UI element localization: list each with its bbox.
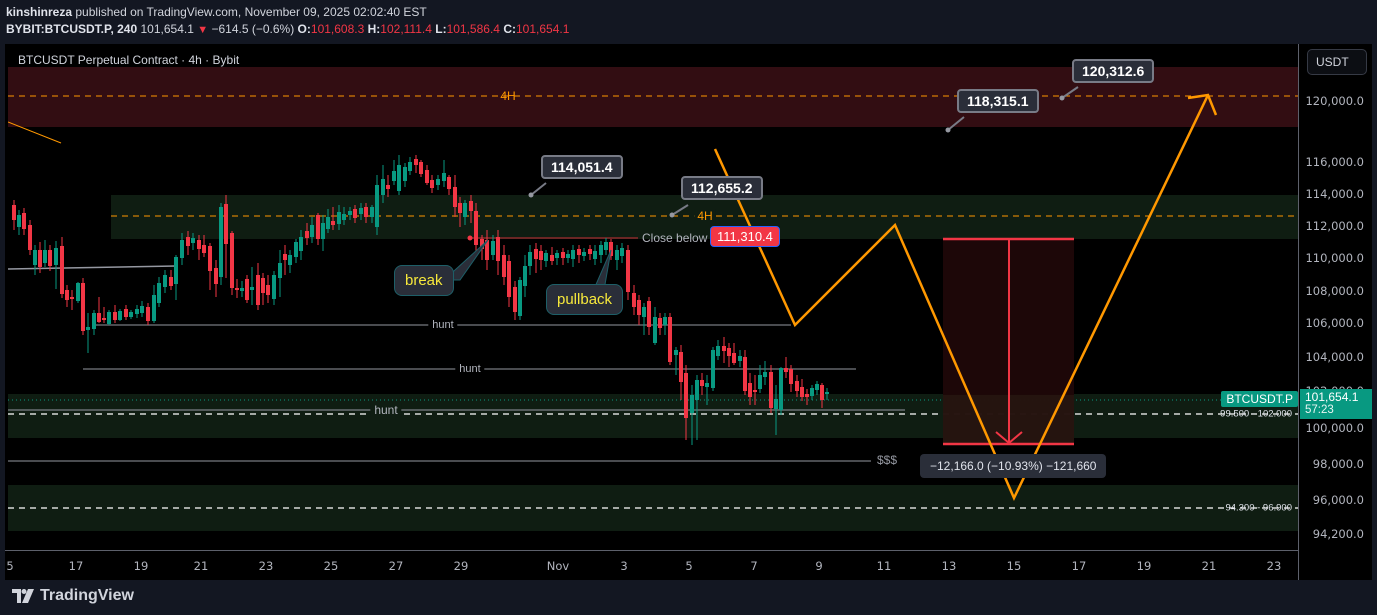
price-tick: 116,000.0 bbox=[1305, 155, 1364, 169]
publish-text: published on TradingView.com, November 0… bbox=[75, 5, 427, 19]
high-label: H: bbox=[367, 22, 381, 36]
zone-label-94300-96900: 94.300 - 96.900 bbox=[1225, 502, 1292, 514]
chart-title: BTCUSDT Perpetual Contract · 4h · Bybit bbox=[18, 53, 240, 67]
price-callout-112655[interactable]: 112,655.2 bbox=[681, 176, 763, 200]
date-tick: 11 bbox=[876, 559, 892, 573]
price-tick: 98,000.0 bbox=[1312, 457, 1364, 471]
last-price: 101,654.1 bbox=[140, 22, 194, 36]
currency-button[interactable]: USDT bbox=[1307, 49, 1367, 75]
low-value: 101,586.4 bbox=[446, 22, 500, 36]
chart-plot-area[interactable]: BTCUSDT Perpetual Contract · 4h · Bybit bbox=[8, 45, 1298, 550]
price-tick: 108,000.0 bbox=[1305, 284, 1364, 298]
brand-name: TradingView bbox=[40, 587, 134, 604]
zone-94300-96900 bbox=[8, 485, 1298, 531]
candlesticks bbox=[12, 155, 829, 445]
date-tick: 17 bbox=[68, 559, 84, 573]
tradingview-logo[interactable]: TradingView bbox=[12, 587, 134, 605]
date-tick: 15 bbox=[1006, 559, 1022, 573]
price-callout-120312[interactable]: 120,312.6 bbox=[1072, 59, 1155, 83]
date-tick: 23 bbox=[258, 559, 274, 573]
price-callout-114051[interactable]: 114,051.4 bbox=[541, 155, 623, 179]
date-tick: 3 bbox=[620, 559, 628, 573]
price-change: −614.5 (−0.6%) bbox=[211, 22, 295, 36]
price-tick: 120,000.0 bbox=[1305, 94, 1364, 108]
tradingview-logo-icon bbox=[12, 589, 34, 603]
date-tick: 23 bbox=[1266, 559, 1282, 573]
chart-drawings bbox=[8, 67, 1298, 531]
date-tick: 27 bbox=[388, 559, 404, 573]
date-tick: 25 bbox=[323, 559, 339, 573]
price-tick: 96,000.0 bbox=[1312, 493, 1364, 507]
open-value: 101,608.3 bbox=[310, 22, 365, 36]
date-tick: 19 bbox=[1136, 559, 1152, 573]
measure-result-label: −12,166.0 (−10.93%) −121,660 bbox=[920, 454, 1107, 478]
symbol-info-line: BYBIT:BTCUSDT.P, 240 101,654.1 ▼ −614.5 … bbox=[6, 22, 569, 36]
hunt-label-2: hunt bbox=[455, 363, 485, 375]
hunt-label-1: hunt bbox=[428, 319, 458, 331]
date-tick: 5 bbox=[685, 559, 693, 573]
bar-countdown: 57:23 bbox=[1305, 404, 1334, 416]
price-tick: 110,000.0 bbox=[1305, 251, 1364, 265]
last-price-badge: 101,654.1 57:23 bbox=[1300, 389, 1372, 419]
time-axis[interactable]: 5 17 19 21 23 25 27 29 Nov 3 5 7 9 11 13… bbox=[5, 550, 1298, 580]
date-tick: 21 bbox=[1201, 559, 1217, 573]
date-tick: 19 bbox=[133, 559, 149, 573]
price-tick: 94,200.0 bbox=[1312, 527, 1364, 541]
price-callout-118315[interactable]: 118,315.1 bbox=[957, 89, 1039, 113]
note-pullback[interactable]: pullback bbox=[546, 284, 624, 315]
hunt-label-3: hunt bbox=[370, 403, 402, 417]
symbol-label: BYBIT:BTCUSDT.P, 240 bbox=[6, 22, 138, 36]
last-price-value: 101,654.1 bbox=[1305, 390, 1359, 404]
zone-4h-label-mid: 4H bbox=[694, 209, 716, 223]
date-tick: 13 bbox=[941, 559, 957, 573]
high-value: 102,111.4 bbox=[380, 22, 432, 36]
price-tick: 100,000.0 bbox=[1305, 421, 1364, 435]
price-tick: 114,000.0 bbox=[1305, 187, 1364, 201]
symbol-price-tag: BTCUSDT.P bbox=[1221, 391, 1298, 407]
price-tick: 106,000.0 bbox=[1305, 316, 1364, 330]
note-break[interactable]: break bbox=[394, 265, 454, 296]
date-tick: 9 bbox=[815, 559, 823, 573]
price-tick: 104,000.0 bbox=[1305, 350, 1364, 364]
close-below-label: Close below bbox=[642, 231, 708, 245]
chart-container[interactable]: BTCUSDT Perpetual Contract · 4h · Bybit bbox=[5, 44, 1372, 580]
close-label: C: bbox=[503, 22, 516, 36]
date-tick: 5 bbox=[6, 559, 14, 573]
date-tick: 7 bbox=[750, 559, 758, 573]
zone-label-99500-102000: 99.500 - 102.000 bbox=[1220, 408, 1292, 420]
projection-path bbox=[713, 94, 1210, 501]
zone-99500-102000 bbox=[8, 394, 1298, 438]
author-name[interactable]: kinshinreza bbox=[6, 5, 73, 19]
date-tick: Nov bbox=[546, 559, 570, 573]
price-axis[interactable]: USDT 120,000.0 116,000.0 114,000.0 112,0… bbox=[1298, 44, 1372, 580]
price-tick: 112,000.0 bbox=[1305, 219, 1364, 233]
date-tick: 29 bbox=[453, 559, 469, 573]
liquidity-label: $$$ bbox=[877, 453, 898, 467]
close-value: 101,654.1 bbox=[515, 22, 570, 36]
low-label: L: bbox=[435, 22, 447, 36]
close-below-price-badge[interactable]: 111,310.4 bbox=[710, 226, 780, 247]
triangle-down-icon: ▼ bbox=[197, 24, 209, 36]
zone-4h-label-top: 4H bbox=[500, 89, 516, 103]
date-tick: 21 bbox=[193, 559, 209, 573]
open-label: O: bbox=[297, 22, 311, 36]
date-tick: 17 bbox=[1071, 559, 1087, 573]
publish-info: kinshinreza published on TradingView.com… bbox=[6, 5, 427, 19]
